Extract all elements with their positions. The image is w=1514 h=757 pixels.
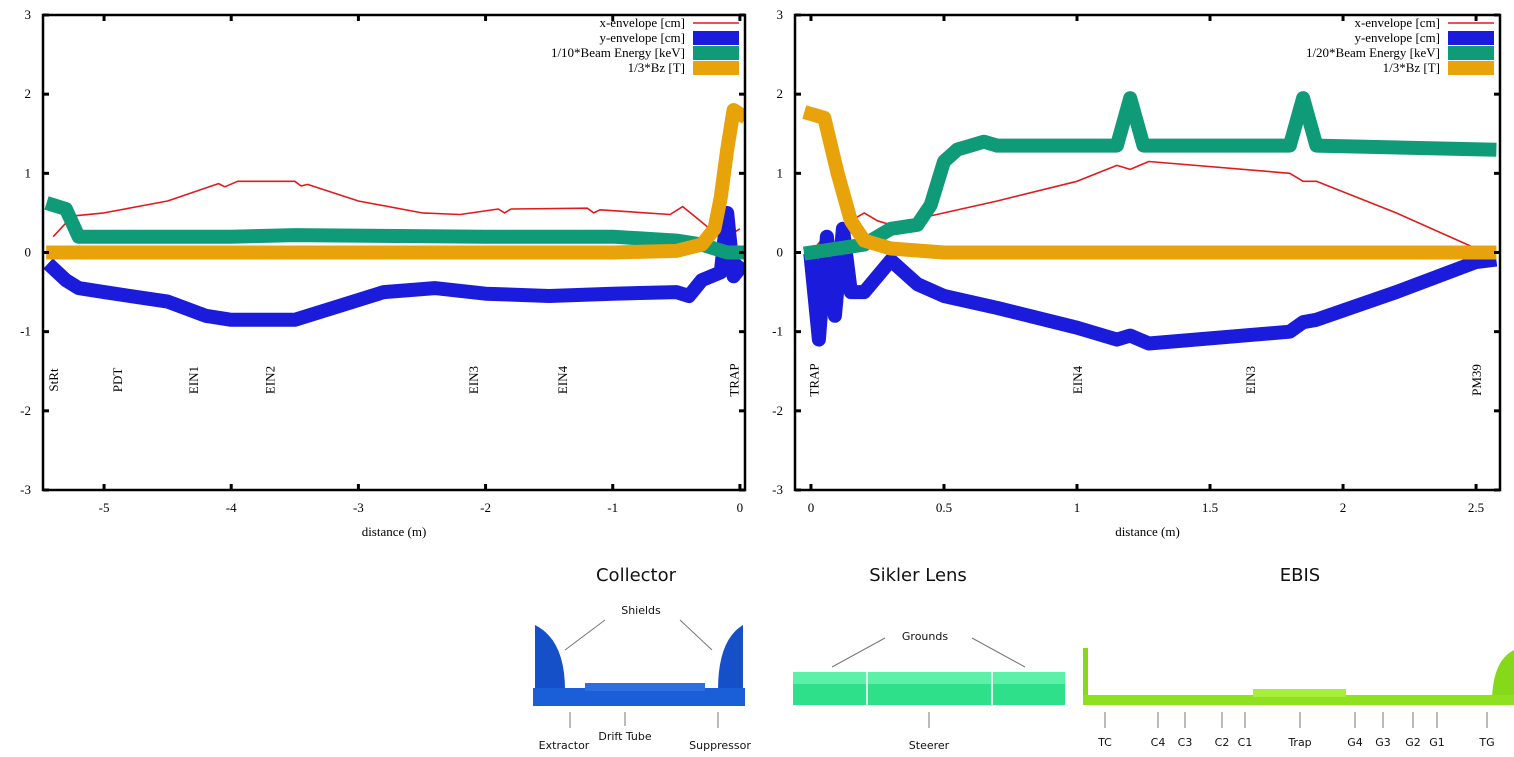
series-line (53, 213, 740, 320)
x-tick-label: 0 (737, 500, 744, 515)
x-tick-label: 1.5 (1202, 500, 1218, 515)
y-tick-label: 0 (25, 245, 32, 260)
x-tick-label: -5 (99, 500, 110, 515)
sikler-diagram: Sikler Lens Grounds Steerer (793, 565, 1065, 752)
legend-label: 1/3*Bz [T] (1383, 60, 1440, 75)
y-tick-label: 0 (777, 245, 784, 260)
shape (793, 672, 1065, 684)
x-tick-label: 2 (1340, 500, 1347, 515)
legend-swatch (1448, 31, 1494, 45)
part-label: G3 (1375, 736, 1391, 749)
x-tick-label: -2 (480, 500, 491, 515)
x-tick-label: 0 (808, 500, 815, 515)
legend-label: y-envelope [cm] (1354, 30, 1440, 45)
x-tick-label: 1 (1074, 500, 1081, 515)
part-label: Trap (1287, 736, 1311, 749)
part-label: TC (1097, 736, 1112, 749)
element-label: EIN3 (1243, 366, 1258, 394)
part-label: Drift Tube (598, 730, 652, 743)
y-tick-label: -2 (20, 403, 31, 418)
legend-label: x-envelope [cm] (1354, 15, 1440, 30)
x-tick-label: 2.5 (1468, 500, 1484, 515)
series-line (811, 162, 1476, 253)
shape (1253, 689, 1346, 697)
legend-swatch (693, 46, 739, 60)
shape (585, 683, 705, 691)
legend-swatch (693, 31, 739, 45)
part-label: Steerer (909, 739, 950, 752)
charts: -3 -2 -1 0 1 2 3 -5 -4 -3 -2 -1 0 distance (m) StRt PDT… (20, 7, 1500, 539)
series-line (811, 98, 1489, 252)
part-label: G1 (1429, 736, 1445, 749)
y-tick-label: 2 (777, 86, 784, 101)
part-label: G2 (1405, 736, 1421, 749)
chart: -3 -2 -1 0 1 2 3 -5 -4 -3 -2 -1 0 distance (m) StRt PDT… (20, 7, 745, 539)
y-tick-label: -2 (772, 403, 783, 418)
ebis-diagram: EBIS TC C4 C3 C2 C1 Trap G4 G3 G2 G1 TG (1083, 565, 1514, 749)
leader (680, 620, 712, 650)
element-label: TRAP (807, 363, 822, 396)
callout: Grounds (902, 630, 948, 643)
x-tick-label: -1 (607, 500, 618, 515)
element-label: EIN3 (466, 366, 481, 394)
diagram-title: Sikler Lens (869, 565, 967, 586)
y-tick-label: -3 (20, 482, 31, 497)
plot (811, 98, 1489, 343)
shape (535, 625, 565, 690)
shape (1492, 648, 1514, 700)
part-label: C4 (1151, 736, 1166, 749)
diagram-title: Collector (596, 565, 677, 586)
element-label: EIN2 (262, 366, 277, 394)
element-label: PDT (110, 368, 125, 393)
element-label: PM39 (1469, 364, 1484, 396)
part-label: C3 (1178, 736, 1193, 749)
x-axis-label: distance (m) (362, 524, 427, 539)
collector-diagram: Collector Shields Extractor Drift Tube S… (533, 565, 751, 752)
x-axis-label: distance (m) (1115, 524, 1180, 539)
plot (53, 110, 740, 320)
shape (1083, 648, 1088, 698)
diagram-title: EBIS (1280, 565, 1320, 586)
legend-swatch (1448, 46, 1494, 60)
x-tick-label: 0.5 (936, 500, 952, 515)
element-label: StRt (46, 368, 61, 392)
x-tick-label: -3 (353, 500, 364, 515)
chart: -3 -2 -1 0 1 2 3 0 0.5 1 1.5 2 2.5 distance (m) TRAP EI… (772, 7, 1500, 539)
page: -3 -2 -1 0 1 2 3 -5 -4 -3 -2 -1 0 distance (m) StRt PDT… (0, 0, 1514, 757)
part-label: Suppressor (689, 739, 751, 752)
ebis-labels: TC C4 C3 C2 C1 Trap G4 G3 G2 G1 TG (1097, 712, 1495, 749)
legend-label: y-envelope [cm] (599, 30, 685, 45)
part-label: TG (1478, 736, 1494, 749)
y-tick-label: 3 (25, 7, 32, 22)
part-label: G4 (1347, 736, 1363, 749)
y-tick-label: -1 (20, 324, 31, 339)
legend-swatch (693, 61, 739, 75)
element-label: EIN1 (186, 366, 201, 394)
shape (718, 625, 743, 690)
legend-label: 1/10*Beam Energy [keV] (551, 45, 685, 60)
element-label: EIN4 (555, 365, 570, 394)
leader (832, 638, 885, 667)
callout: Shields (621, 604, 661, 617)
legend-swatch (1448, 61, 1494, 75)
element-label: TRAP (727, 363, 742, 396)
y-tick-label: 2 (25, 86, 32, 101)
y-tick-label: 1 (25, 165, 32, 180)
part-label: Extractor (539, 739, 590, 752)
legend-label: 1/3*Bz [T] (628, 60, 685, 75)
part-label: C1 (1238, 736, 1253, 749)
series-line (53, 181, 740, 236)
y-tick-label: 3 (777, 7, 784, 22)
legend-label: 1/20*Beam Energy [keV] (1306, 45, 1440, 60)
element-label: EIN4 (1070, 365, 1085, 394)
leader (565, 620, 605, 650)
x-tick-label: -4 (226, 500, 237, 515)
leader (972, 638, 1025, 667)
y-tick-label: 1 (777, 165, 784, 180)
y-tick-label: -1 (772, 324, 783, 339)
y-tick-label: -3 (772, 482, 783, 497)
part-label: C2 (1215, 736, 1230, 749)
legend-label: x-envelope [cm] (599, 15, 685, 30)
